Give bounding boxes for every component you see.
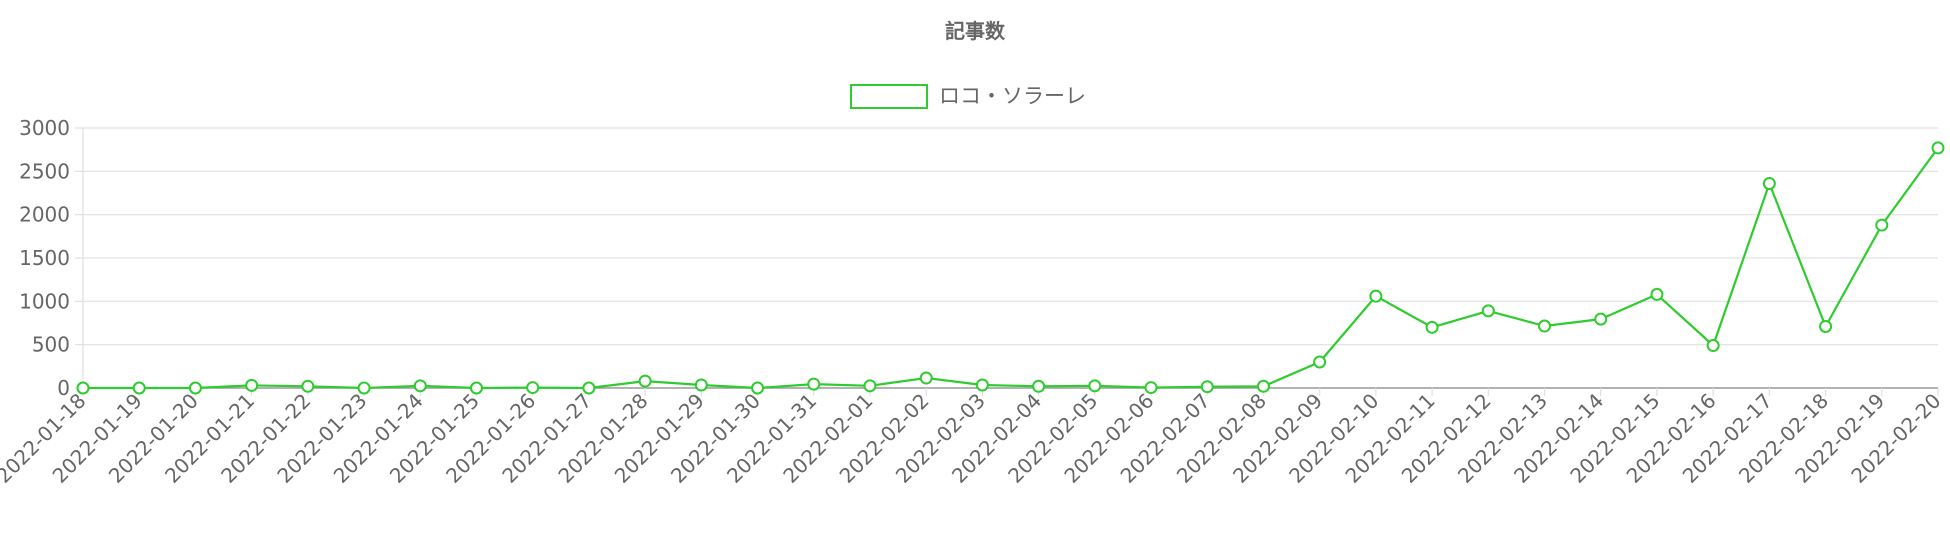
data-point bbox=[751, 381, 765, 395]
data-point bbox=[1594, 312, 1608, 326]
data-point bbox=[1256, 379, 1270, 393]
data-point bbox=[1762, 176, 1776, 190]
data-point bbox=[919, 371, 933, 385]
data-point bbox=[1369, 289, 1383, 303]
data-point bbox=[1650, 287, 1664, 301]
data-point bbox=[638, 374, 652, 388]
chart-title: 記事数 bbox=[945, 19, 1006, 43]
data-point bbox=[1425, 320, 1439, 334]
data-point bbox=[1032, 379, 1046, 393]
data-point bbox=[1819, 319, 1833, 333]
data-point bbox=[582, 381, 596, 395]
y-tick-label: 1000 bbox=[19, 289, 70, 313]
grid-layer bbox=[75, 127, 1939, 396]
data-point bbox=[1088, 379, 1102, 393]
data-point bbox=[1200, 380, 1214, 394]
y-tick-label: 2500 bbox=[19, 159, 70, 183]
data-point bbox=[469, 381, 483, 395]
y-tick-label: 2000 bbox=[19, 203, 70, 227]
data-point bbox=[1481, 304, 1495, 318]
legend-label: ロコ・ソラーレ bbox=[939, 84, 1086, 108]
data-point bbox=[76, 381, 90, 395]
data-point bbox=[975, 378, 989, 392]
data-point bbox=[694, 378, 708, 392]
data-point bbox=[1706, 339, 1720, 353]
y-tick-label: 0 bbox=[57, 376, 70, 400]
data-point bbox=[807, 377, 821, 391]
data-point bbox=[301, 379, 315, 393]
data-point bbox=[1313, 355, 1327, 369]
y-axis-ticks: 0 500 1000 1500 2000 2500 3000 bbox=[19, 116, 70, 400]
legend-swatch bbox=[850, 84, 928, 109]
data-point bbox=[188, 381, 202, 395]
data-point bbox=[132, 381, 146, 395]
data-point bbox=[357, 381, 371, 395]
data-point bbox=[526, 381, 540, 395]
y-tick-label: 1500 bbox=[19, 246, 70, 270]
series-line bbox=[83, 147, 1939, 390]
x-axis-ticks: 2022-01-182022-01-192022-01-202022-01-21… bbox=[0, 389, 1946, 488]
data-point bbox=[1144, 381, 1158, 395]
data-point bbox=[1931, 141, 1945, 155]
data-point bbox=[1875, 218, 1889, 232]
y-tick-label: 500 bbox=[32, 333, 70, 357]
data-point bbox=[863, 379, 877, 393]
legend[interactable]: ロコ・ソラーレ bbox=[850, 84, 1086, 109]
y-tick-label: 3000 bbox=[19, 116, 70, 140]
data-point bbox=[1538, 319, 1552, 333]
data-point bbox=[413, 379, 427, 393]
series-layer bbox=[76, 141, 1945, 395]
data-point bbox=[245, 378, 259, 392]
